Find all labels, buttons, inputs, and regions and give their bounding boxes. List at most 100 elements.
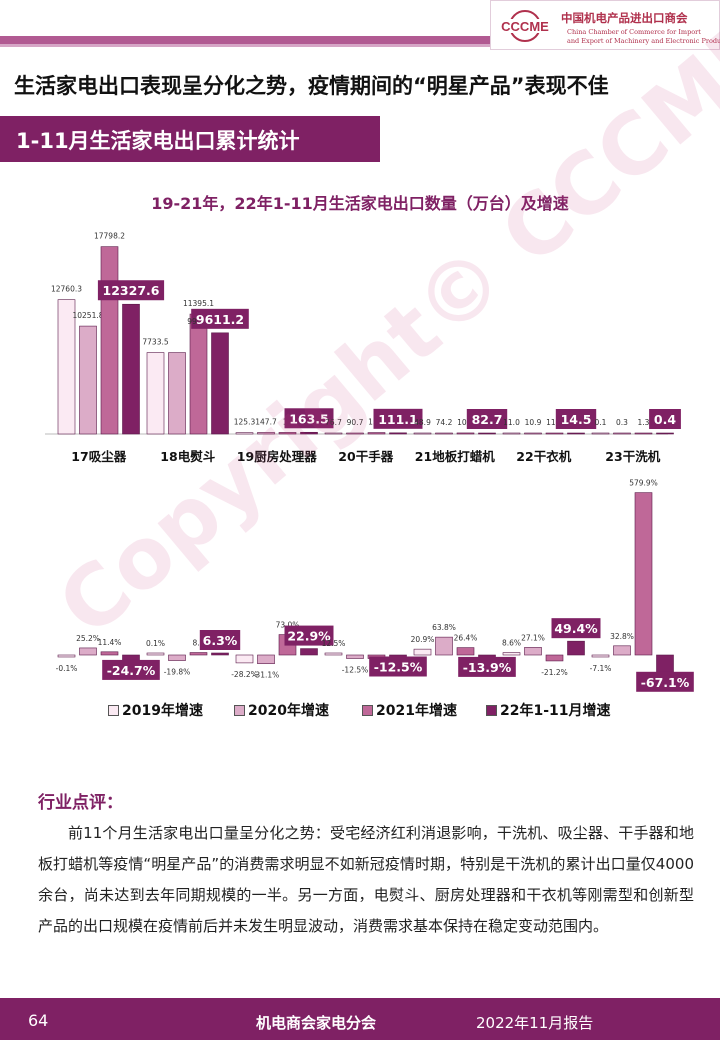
growth-label-4-4: -12.5% xyxy=(374,660,423,675)
data-label-2-6: 10.9 xyxy=(525,418,542,427)
growth-bar-4-7 xyxy=(656,654,674,675)
data-label-1-7: 0.1 xyxy=(595,418,607,427)
org-name-en-line2: and Export of Machinery and Electronic P… xyxy=(567,37,720,45)
bar-1-3 xyxy=(235,432,254,435)
growth-label-2-5: 63.8% xyxy=(432,623,456,632)
bar-4-5 xyxy=(478,432,496,435)
cccme-logo-icon: CCCME xyxy=(498,10,552,42)
growth-label-1-2: 0.1% xyxy=(146,639,165,648)
bar-3-5 xyxy=(456,432,475,435)
growth-bar-1-4 xyxy=(324,652,343,656)
growth-label-4-2-box xyxy=(199,630,241,650)
extra-label-1: 99 xyxy=(187,317,197,326)
commentary-title: 行业点评： xyxy=(38,793,123,813)
commentary-body: 前11个月生活家电出口量呈分化之势：受宅经济红利消退影响，干洗机、吸尘器、干手器… xyxy=(38,824,694,935)
data-label-1-6: 11.0 xyxy=(503,418,520,427)
data-label-4-6-box xyxy=(555,409,597,429)
growth-label-3-2: 8.8 xyxy=(193,639,205,648)
growth-bar-2-1 xyxy=(79,647,97,656)
growth-label-4-2: 6.3% xyxy=(203,633,238,648)
category-label-5: 21地板打蜡机 xyxy=(415,449,495,464)
data-label-4-5-box xyxy=(466,409,508,429)
legend-swatch-2021 xyxy=(362,705,373,716)
growth-label-1-1: -0.1% xyxy=(56,664,78,673)
data-label-4-4: 111.1 xyxy=(378,412,418,427)
growth-bar-1-1 xyxy=(57,654,76,658)
growth-bar-2-6 xyxy=(524,647,542,656)
bar-2-4 xyxy=(346,432,364,435)
bar-4-7 xyxy=(656,432,674,435)
data-label-4-7-box xyxy=(649,409,681,429)
data-label-1-1: 12760.3 xyxy=(51,285,82,294)
growth-label-3-6: -21.2% xyxy=(541,668,568,677)
data-label-4-2-box xyxy=(191,308,249,329)
data-label-1-2: 7733.5 xyxy=(142,338,168,347)
data-label-2-4: 90.7 xyxy=(347,418,364,427)
category-label-7: 23干洗机 xyxy=(605,449,660,464)
legend-label: 2019年增速 xyxy=(122,703,203,719)
growth-label-4-1: -24.7% xyxy=(107,663,156,678)
bar-charts: 12760.3 10251.8 17798.2 12327.6 17吸尘器 7733.5 1… xyxy=(45,232,694,692)
data-label-3-5: 101. xyxy=(457,418,474,427)
growth-label-4-4-box xyxy=(369,656,427,677)
bar-4-2 xyxy=(211,332,229,435)
bar-1-2 xyxy=(146,352,165,435)
legend-label: 22年1-11月增速 xyxy=(500,703,611,719)
growth-label-1-7: -7.1% xyxy=(590,664,612,673)
bar-3-7 xyxy=(634,432,653,435)
growth-label-3-1: 11.4% xyxy=(98,638,122,647)
growth-label-2-4: -12.5% xyxy=(342,666,369,675)
bar-1-4 xyxy=(324,432,343,435)
growth-label-2-7: 32.8% xyxy=(610,632,634,641)
growth-bar-4-6 xyxy=(567,640,585,656)
bar-2-7 xyxy=(613,432,631,435)
data-label-3-7: 1.3 xyxy=(638,418,650,427)
growth-label-3-5: 26.4% xyxy=(454,634,478,643)
growth-bar-4-3 xyxy=(300,648,318,656)
growth-label-2-3: -31.1% xyxy=(253,671,280,680)
data-label-1-4: 76.7 xyxy=(325,418,342,427)
header-band-thin xyxy=(0,44,720,47)
data-label-4-1: 12327.6 xyxy=(103,283,160,298)
bar-3-2 xyxy=(189,313,208,435)
data-label-4-3-box xyxy=(284,408,334,429)
bar-2-2 xyxy=(168,352,186,435)
legend: 2019年增速 2020年增速 2021年增速 22年1-11月增速 xyxy=(0,700,720,724)
footer-org: 机电商会家电分会 xyxy=(256,1014,377,1032)
growth-label-4-5: -13.9% xyxy=(463,660,512,675)
bar-4-4 xyxy=(389,432,407,435)
legend-swatch-2022 xyxy=(486,705,497,716)
bar-3-1 xyxy=(100,246,119,435)
growth-label-1-6: 8.6% xyxy=(502,639,521,648)
bar-1-7 xyxy=(591,432,610,435)
legend-item-2020: 2020年增速 xyxy=(234,700,329,720)
legend-swatch-2019 xyxy=(108,705,119,716)
legend-label: 2020年增速 xyxy=(248,703,329,719)
data-label-3-2: 11395.1 xyxy=(183,299,214,308)
footer-report-date: 2022年11月报告 xyxy=(476,1014,594,1032)
data-label-4-3: 163.5 xyxy=(289,411,329,426)
growth-bar-3-6 xyxy=(545,654,564,662)
footer-bar xyxy=(0,998,720,1040)
bar-1-5 xyxy=(413,432,432,435)
growth-bar-1-2 xyxy=(146,652,165,656)
bar-2-3 xyxy=(257,432,275,435)
data-label-1-3: 125.3 xyxy=(234,418,256,427)
growth-bar-4-2 xyxy=(211,652,229,656)
page-number: 64 xyxy=(28,1011,49,1030)
org-name-cn: 中国机电产品进出口商会 xyxy=(561,11,688,25)
growth-bar-2-5 xyxy=(435,636,453,656)
bar-3-4 xyxy=(367,432,386,435)
growth-label-1-3: -28.2% xyxy=(231,670,258,679)
data-label-3-1: 17798.2 xyxy=(94,232,125,241)
category-label-6: 22干衣机 xyxy=(516,449,571,464)
growth-label-4-3-box xyxy=(284,625,334,646)
page-headline: 生活家电出口表现呈分化之势，疫情期间的“明星产品”表现不佳 xyxy=(14,74,609,98)
bar-3-6 xyxy=(545,432,564,435)
legend-item-2019: 2019年增速 xyxy=(108,700,203,720)
growth-bar-3-1 xyxy=(100,651,119,656)
category-label-4: 20干手器 xyxy=(338,449,393,464)
growth-label-2-6: 27.1% xyxy=(521,633,545,642)
data-label-4-7: 0.4 xyxy=(654,412,676,427)
section-title-bar xyxy=(0,116,380,162)
